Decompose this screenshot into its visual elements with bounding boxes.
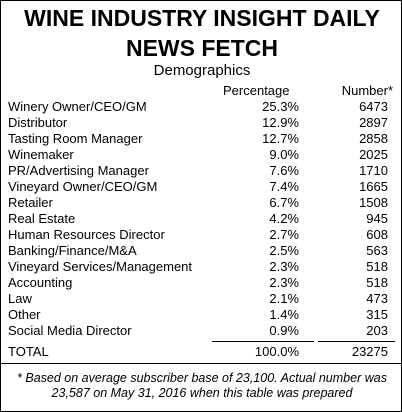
table-row: Law 2.1% 473 (1, 291, 402, 307)
row-label: PR/Advertising Manager (8, 163, 149, 178)
row-percentage: 2.5% (269, 243, 299, 258)
row-label: Winemaker (8, 147, 74, 162)
footnote-divider (1, 363, 402, 364)
row-label: Banking/Finance/M&A (8, 243, 137, 258)
row-number: 608 (366, 227, 388, 242)
row-number: 518 (366, 275, 388, 290)
title-line-1: WINE INDUSTRY INSIGHT DAILY (24, 5, 380, 31)
row-percentage: 9.0% (269, 147, 299, 162)
row-label: Social Media Director (8, 323, 132, 338)
row-number: 2858 (359, 131, 388, 146)
row-label: Law (8, 291, 32, 306)
row-label: Distributor (8, 115, 68, 130)
column-header-percentage: Percentage (223, 83, 290, 98)
row-percentage: 0.9% (269, 323, 299, 338)
table-row: Banking/Finance/M&A 2.5% 563 (1, 243, 402, 259)
row-label: Retailer (8, 195, 53, 210)
row-number: 1710 (359, 163, 388, 178)
row-number: 2025 (359, 147, 388, 162)
row-percentage: 6.7% (269, 195, 299, 210)
footnote: * Based on average subscriber base of 23… (17, 371, 387, 400)
row-percentage: 2.3% (269, 259, 299, 274)
total-number: 23275 (351, 344, 388, 359)
row-label: Accounting (8, 275, 73, 290)
table-row: Distributor 12.9% 2897 (1, 115, 402, 131)
row-number: 203 (366, 323, 388, 338)
row-label: Vineyard Services/Management (8, 259, 193, 274)
table-row: Real Estate 4.2% 945 (1, 211, 402, 227)
row-number: 1508 (359, 195, 388, 210)
table-row: Accounting 2.3% 518 (1, 275, 402, 291)
row-percentage: 25.3% (262, 99, 299, 114)
row-percentage: 7.4% (269, 179, 299, 194)
title-line-2: NEWS FETCH (125, 35, 279, 61)
table-row: Human Resources Director 2.7% 608 (1, 227, 402, 243)
total-label: TOTAL (8, 344, 49, 359)
table-row: Vineyard Owner/CEO/GM 7.4% 1665 (1, 179, 402, 195)
table-row: Winemaker 9.0% 2025 (1, 147, 402, 163)
row-label: Tasting Room Manager (8, 131, 143, 146)
row-percentage: 2.3% (269, 275, 299, 290)
row-number: 1665 (359, 179, 388, 194)
row-number: 315 (366, 307, 388, 322)
row-number: 563 (366, 243, 388, 258)
table-row: Social Media Director 0.9% 203 (1, 323, 402, 339)
row-number: 6473 (359, 99, 388, 114)
row-percentage: 12.7% (262, 131, 299, 146)
percentage-total-rule (212, 341, 314, 342)
row-number: 518 (366, 259, 388, 274)
row-label: Real Estate (8, 211, 76, 226)
row-number: 945 (366, 211, 388, 226)
row-label: Other (8, 307, 41, 322)
column-header-number: Number* (341, 83, 393, 98)
subtitle: Demographics (153, 62, 251, 79)
total-percentage: 100.0% (254, 344, 299, 359)
row-percentage: 4.2% (269, 211, 299, 226)
row-label: Vineyard Owner/CEO/GM (8, 179, 158, 194)
table-row: PR/Advertising Manager 7.6% 1710 (1, 163, 402, 179)
row-percentage: 2.7% (269, 227, 299, 242)
table-row: Retailer 6.7% 1508 (1, 195, 402, 211)
table-row: Winery Owner/CEO/GM 25.3% 6473 (1, 99, 402, 115)
number-total-rule (318, 341, 395, 342)
row-percentage: 7.6% (269, 163, 299, 178)
row-label: Human Resources Director (8, 227, 165, 242)
demographics-table: Winery Owner/CEO/GM 25.3% 6473 Distributor 1… (1, 99, 402, 339)
table-row: Tasting Room Manager 12.7% 2858 (1, 131, 402, 147)
row-percentage: 1.4% (269, 307, 299, 322)
table-row: Vineyard Services/Management 2.3% 518 (1, 259, 402, 275)
row-percentage: 12.9% (262, 115, 299, 130)
row-number: 473 (366, 291, 388, 306)
table-row: Other 1.4% 315 (1, 307, 402, 323)
row-label: Winery Owner/CEO/GM (8, 99, 147, 114)
total-row: TOTAL 100.0% 23275 (1, 344, 402, 360)
row-percentage: 2.1% (269, 291, 299, 306)
row-number: 2897 (359, 115, 388, 130)
